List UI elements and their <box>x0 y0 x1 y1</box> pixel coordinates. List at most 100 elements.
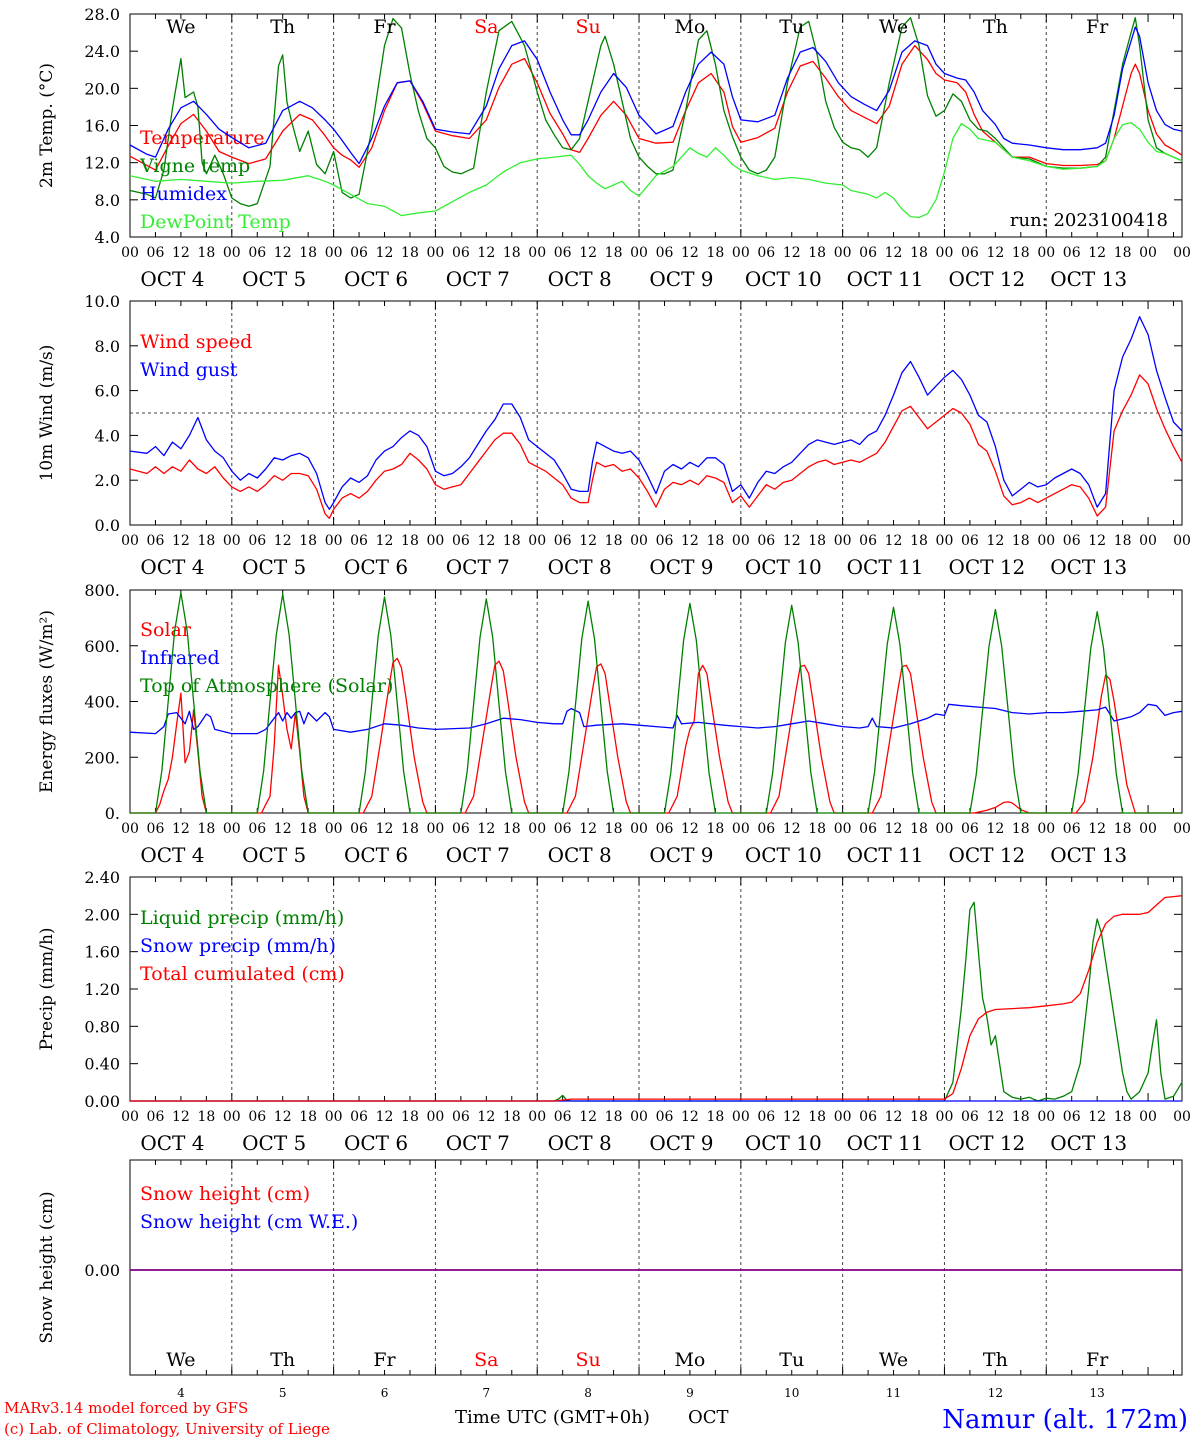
hour-tick-label: 00 <box>1173 1109 1191 1125</box>
hour-tick-label: 06 <box>859 821 877 837</box>
hour-tick-label: 12 <box>274 1109 292 1125</box>
y-axis-label: Snow height (cm) <box>37 1191 57 1343</box>
day-date-label: OCT 10 <box>745 1131 822 1155</box>
hour-tick-label: 06 <box>554 245 572 261</box>
y-tick-label: 10.0 <box>84 292 120 311</box>
hour-tick-label: 00 <box>528 245 546 261</box>
hour-tick-label: 18 <box>197 821 215 837</box>
hour-tick-label: 06 <box>248 245 266 261</box>
hour-tick-label: 12 <box>579 245 597 261</box>
day-date-label: OCT 13 <box>1050 267 1127 291</box>
hour-tick-label: 18 <box>910 533 928 549</box>
panel-1: 4.0 8.0 12.0 16.0 20.0 24.0 28.0 2m Temp. (°C) T… <box>37 5 1191 291</box>
day-number-label: 6 <box>381 1386 389 1400</box>
day-date-label: OCT 8 <box>548 843 612 867</box>
hour-tick-label: 18 <box>1012 245 1030 261</box>
hour-tick-label: 18 <box>605 245 623 261</box>
hour-tick-label: 06 <box>656 821 674 837</box>
hour-tick-label: 18 <box>910 245 928 261</box>
hour-tick-label: 18 <box>706 533 724 549</box>
hour-tick-label: 06 <box>961 821 979 837</box>
legend-entry: Snow precip (mm/h) <box>140 935 336 957</box>
day-number-label: 8 <box>584 1386 592 1400</box>
hour-tick-label: 12 <box>783 1109 801 1125</box>
hour-tick-label: 12 <box>274 245 292 261</box>
hour-tick-label: 18 <box>605 821 623 837</box>
month-label: OCT <box>688 1407 729 1428</box>
weekday-label: Su <box>575 16 600 38</box>
hour-tick-label: 18 <box>706 821 724 837</box>
run-annotation: run: 2023100418 <box>1010 210 1168 231</box>
hour-tick-label: 12 <box>783 245 801 261</box>
y-axis-label: 10m Wind (m/s) <box>37 345 57 482</box>
hour-tick-label: 06 <box>757 533 775 549</box>
hour-tick-label: 00 <box>223 533 241 549</box>
day-date-label: OCT 12 <box>948 555 1025 579</box>
day-date-label: OCT 9 <box>649 267 713 291</box>
weekday-label: Mo <box>674 16 705 38</box>
weekday-label: Th <box>270 1349 295 1371</box>
hour-tick-label: 00 <box>834 821 852 837</box>
hour-tick-label: 06 <box>248 533 266 549</box>
hour-tick-label: 06 <box>554 1109 572 1125</box>
weekday-label: We <box>166 1349 195 1371</box>
weekday-label: We <box>879 16 908 38</box>
weekday-label: Fr <box>1086 1349 1109 1371</box>
weekday-label: Sa <box>474 1349 498 1371</box>
y-tick-label: 600. <box>84 637 120 656</box>
panel-3: 0. 200. 400. 600. 800. Energy fluxes (W/m²) So… <box>37 581 1191 867</box>
legend-entry: Total cumulated (cm) <box>140 963 345 985</box>
legend-entry: Solar <box>140 619 192 641</box>
y-tick-label: 400. <box>84 693 120 712</box>
hour-tick-label: 00 <box>121 533 139 549</box>
series-line-3 <box>129 26 1183 165</box>
day-number-label: 12 <box>988 1386 1003 1400</box>
weekday-label: We <box>879 1349 908 1371</box>
panel-2: 0.0 2.0 4.0 6.0 8.0 10.0 10m Wind (m/s) Wind sp… <box>37 292 1191 579</box>
weekday-label: Tu <box>779 1349 804 1371</box>
series-line-3 <box>130 895 1183 1102</box>
y-tick-label: 1.20 <box>84 980 120 999</box>
hour-tick-label: 00 <box>121 245 139 261</box>
hour-tick-label: 18 <box>706 1109 724 1125</box>
series-line-2 <box>129 17 1183 207</box>
hour-tick-label: 12 <box>986 533 1004 549</box>
day-date-label: OCT 5 <box>242 555 306 579</box>
hour-tick-label: 18 <box>197 245 215 261</box>
hour-tick-label: 00 <box>1037 821 1055 837</box>
hour-tick-label: 12 <box>681 821 699 837</box>
day-date-label: OCT 10 <box>745 267 822 291</box>
hour-tick-label: 12 <box>477 533 495 549</box>
hour-tick-label: 18 <box>808 533 826 549</box>
series-line-2 <box>129 703 1183 735</box>
hour-tick-label: 00 <box>325 1109 343 1125</box>
hour-tick-label: 06 <box>452 821 470 837</box>
hour-tick-label: 00 <box>223 245 241 261</box>
footer: MARv3.14 model forced by GFS (c) Lab. of… <box>4 1399 1188 1438</box>
hour-tick-label: 18 <box>1012 533 1030 549</box>
hour-tick-label: 18 <box>605 533 623 549</box>
legend-entry: Temperature <box>140 127 264 149</box>
hour-tick-label: 18 <box>197 533 215 549</box>
hour-tick-label: 18 <box>503 533 521 549</box>
day-number-label: 7 <box>483 1386 491 1400</box>
y-tick-label: 2.00 <box>84 905 120 924</box>
day-date-label: OCT 13 <box>1050 843 1127 867</box>
hour-tick-label: 18 <box>503 245 521 261</box>
day-date-label: OCT 11 <box>847 843 924 867</box>
y-tick-label: 28.0 <box>84 5 120 24</box>
hour-tick-label: 06 <box>1063 821 1081 837</box>
hour-tick-label: 12 <box>172 533 190 549</box>
hour-tick-label: 12 <box>579 1109 597 1125</box>
hour-tick-label: 00 <box>1139 533 1157 549</box>
day-date-label: OCT 8 <box>548 555 612 579</box>
hour-tick-label: 06 <box>554 533 572 549</box>
hour-tick-label: 18 <box>299 821 317 837</box>
y-tick-label: 1.60 <box>84 943 120 962</box>
day-date-label: OCT 6 <box>344 555 408 579</box>
hour-tick-label: 06 <box>452 1109 470 1125</box>
day-date-label: OCT 13 <box>1050 555 1127 579</box>
day-date-label: OCT 6 <box>344 267 408 291</box>
weekday-label: Th <box>270 16 295 38</box>
plot-frame <box>129 1159 1183 1376</box>
